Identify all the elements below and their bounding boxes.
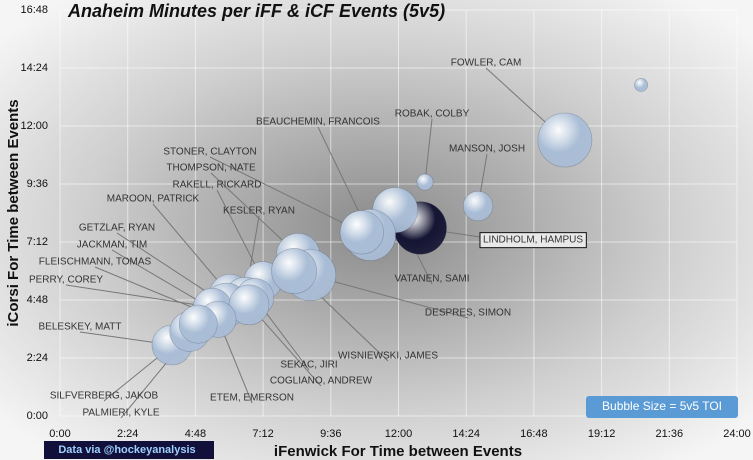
- point-label: THOMPSON, NATE: [166, 163, 256, 174]
- point-label: GETZLAF, RYAN: [79, 223, 155, 234]
- source-box: [44, 441, 214, 459]
- x-tick-label: 2:24: [117, 428, 138, 440]
- point-label: KESLER, RYAN: [223, 206, 295, 217]
- point-label: MANSON, JOSH: [449, 144, 525, 155]
- size-note-box: [586, 396, 738, 418]
- y-tick-label: 7:12: [27, 236, 48, 248]
- x-tick-label: 24:00: [723, 428, 751, 440]
- point-label: LINDHOLM, HAMPUS: [483, 235, 583, 246]
- leader-line: [424, 118, 433, 183]
- bubble: [339, 210, 384, 255]
- point-label: MAROON, PATRICK: [107, 194, 200, 205]
- chart-title: Anaheim Minutes per iFF & iCF Events (5v…: [67, 1, 445, 21]
- bubble: [537, 112, 593, 168]
- point-label: BEAUCHEMIN, FRANCOIS: [256, 117, 380, 128]
- y-tick-label: 2:24: [27, 352, 48, 364]
- point-label: SILFVERBERG, JAKOB: [50, 391, 159, 402]
- x-tick-label: 19:12: [588, 428, 616, 440]
- x-tick-label: 14:24: [452, 428, 480, 440]
- y-tick-label: 16:48: [20, 4, 48, 16]
- y-tick-label: 4:48: [27, 294, 48, 306]
- point-label: PERRY, COREY: [29, 275, 103, 286]
- leader-line: [209, 156, 363, 233]
- bubble: [271, 248, 318, 294]
- point-label: WISNIEWSKI, JAMES: [338, 351, 438, 362]
- leader-line: [310, 274, 469, 319]
- point-label: BELESKEY, MATT: [39, 322, 122, 333]
- x-tick-label: 7:12: [252, 428, 273, 440]
- y-tick-label: 12:00: [20, 120, 48, 132]
- bubble: [634, 78, 649, 92]
- point-label: VATANEN, SAMI: [394, 274, 469, 285]
- point-label: JACKMAN, TIM: [77, 240, 147, 251]
- point-label: FLEISCHMANN, TOMAS: [39, 257, 152, 268]
- x-tick-label: 12:00: [385, 428, 413, 440]
- point-label: ETEM, EMERSON: [210, 393, 294, 404]
- leader-line: [65, 284, 213, 308]
- label-box: [479, 232, 587, 249]
- x-axis-label: iFenwick For Time between Events: [274, 443, 522, 460]
- x-tick-label: 4:48: [185, 428, 206, 440]
- x-tick-label: 16:48: [520, 428, 548, 440]
- point-label: ROBAK, COLBY: [395, 109, 470, 120]
- y-axis-label: iCorsi For Time between Events: [5, 99, 22, 326]
- y-tick-label: 9:36: [27, 178, 48, 190]
- bubble: [178, 304, 218, 344]
- bubble: [462, 190, 494, 222]
- source: Data via @hockeyanalysis: [58, 444, 195, 456]
- point-label: STONER, CLAYTON: [163, 147, 256, 158]
- point-label: RAKELL, RICKARD: [173, 180, 262, 191]
- size-note: Bubble Size = 5v5 TOI: [602, 399, 722, 413]
- x-tick-label: 9:36: [320, 428, 341, 440]
- point-label: PALMIERI, KYLE: [82, 408, 159, 419]
- leader-line: [94, 266, 210, 315]
- x-tick-label: 21:36: [656, 428, 684, 440]
- x-tick-label: 0:00: [49, 428, 70, 440]
- y-tick-label: 14:24: [20, 62, 48, 74]
- point-label: DESPRES, SIMON: [425, 308, 511, 319]
- y-tick-label: 0:00: [27, 410, 48, 422]
- point-label: SEKAC, JIRI: [280, 360, 337, 371]
- bubble: [416, 173, 434, 191]
- point-label: COGLIANO, ANDREW: [270, 376, 373, 387]
- point-label: FOWLER, CAM: [451, 58, 522, 69]
- bubble: [228, 284, 270, 326]
